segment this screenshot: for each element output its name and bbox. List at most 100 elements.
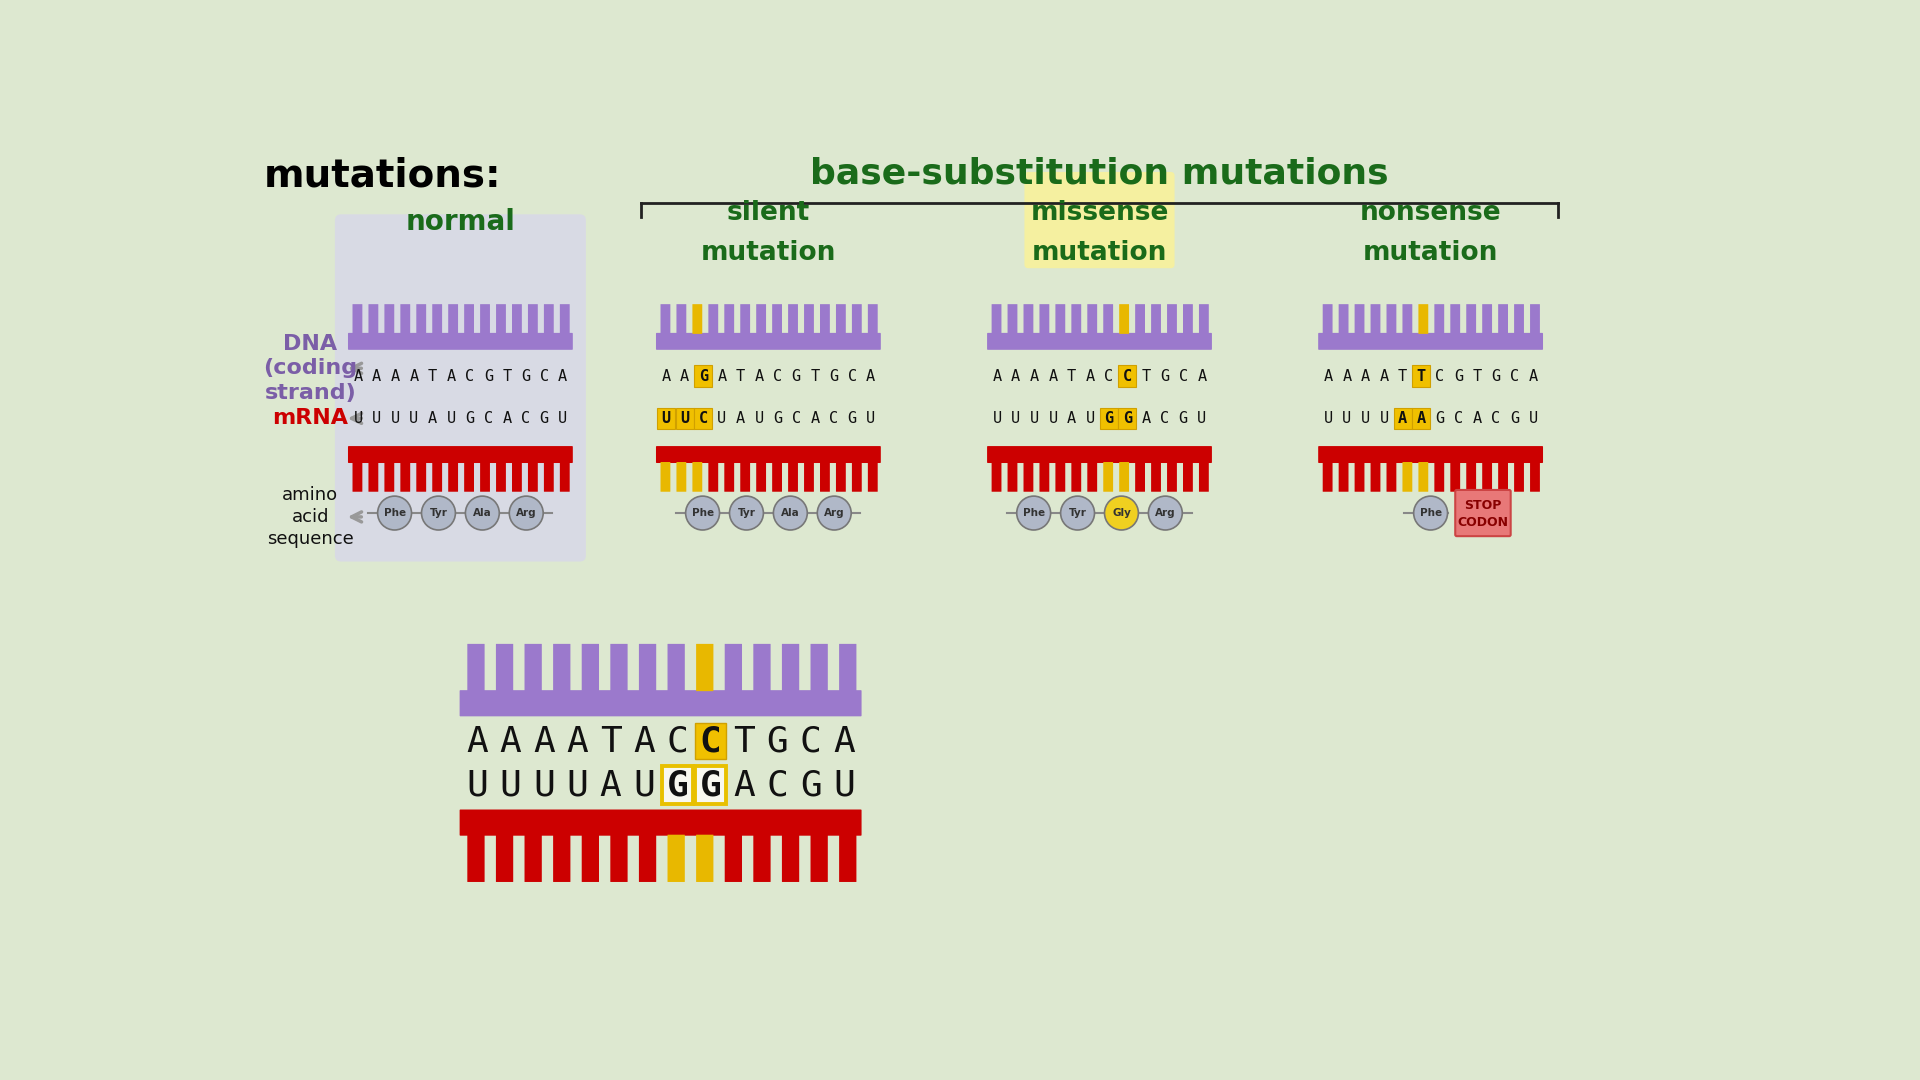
Text: silent: silent bbox=[728, 200, 810, 226]
FancyBboxPatch shape bbox=[513, 305, 522, 334]
Circle shape bbox=[378, 496, 411, 530]
Text: U: U bbox=[680, 410, 689, 426]
Text: G: G bbox=[791, 368, 801, 383]
FancyBboxPatch shape bbox=[384, 462, 394, 491]
FancyBboxPatch shape bbox=[1023, 305, 1033, 334]
Circle shape bbox=[1104, 496, 1139, 530]
FancyBboxPatch shape bbox=[676, 462, 685, 491]
Text: T: T bbox=[810, 368, 820, 383]
FancyBboxPatch shape bbox=[611, 835, 628, 882]
Text: G: G bbox=[1104, 410, 1114, 426]
FancyBboxPatch shape bbox=[1025, 172, 1175, 268]
FancyBboxPatch shape bbox=[810, 835, 828, 882]
FancyBboxPatch shape bbox=[432, 305, 442, 334]
FancyBboxPatch shape bbox=[1530, 462, 1540, 491]
Text: U: U bbox=[1012, 410, 1020, 426]
Text: A: A bbox=[372, 368, 382, 383]
FancyBboxPatch shape bbox=[369, 305, 378, 334]
Text: A: A bbox=[1198, 368, 1206, 383]
Text: T: T bbox=[1473, 368, 1482, 383]
FancyBboxPatch shape bbox=[835, 305, 847, 334]
FancyBboxPatch shape bbox=[561, 305, 570, 334]
Text: U: U bbox=[1379, 410, 1388, 426]
FancyBboxPatch shape bbox=[1498, 305, 1507, 334]
Text: C: C bbox=[699, 410, 708, 426]
FancyBboxPatch shape bbox=[447, 305, 459, 334]
Circle shape bbox=[774, 496, 806, 530]
FancyBboxPatch shape bbox=[741, 305, 751, 334]
Text: T: T bbox=[1068, 368, 1075, 383]
Text: Arg: Arg bbox=[1156, 508, 1175, 518]
FancyBboxPatch shape bbox=[693, 462, 703, 491]
FancyBboxPatch shape bbox=[991, 305, 1002, 334]
FancyBboxPatch shape bbox=[987, 333, 1212, 350]
FancyBboxPatch shape bbox=[1071, 305, 1081, 334]
FancyBboxPatch shape bbox=[1056, 305, 1066, 334]
FancyBboxPatch shape bbox=[639, 644, 657, 691]
Text: normal: normal bbox=[405, 208, 515, 237]
FancyBboxPatch shape bbox=[1087, 462, 1096, 491]
FancyBboxPatch shape bbox=[1167, 305, 1177, 334]
Text: U: U bbox=[634, 769, 655, 802]
Text: mRNA: mRNA bbox=[273, 408, 348, 429]
FancyBboxPatch shape bbox=[467, 835, 484, 882]
FancyBboxPatch shape bbox=[1386, 462, 1396, 491]
FancyBboxPatch shape bbox=[401, 305, 411, 334]
Text: A: A bbox=[1068, 410, 1075, 426]
Text: G: G bbox=[699, 368, 708, 383]
Text: U: U bbox=[1342, 410, 1352, 426]
Text: U: U bbox=[993, 410, 1002, 426]
FancyBboxPatch shape bbox=[1119, 407, 1137, 429]
Text: U: U bbox=[372, 410, 382, 426]
Text: A: A bbox=[1528, 368, 1538, 383]
Text: G: G bbox=[1160, 368, 1169, 383]
FancyBboxPatch shape bbox=[401, 462, 411, 491]
FancyBboxPatch shape bbox=[1402, 462, 1413, 491]
FancyBboxPatch shape bbox=[708, 305, 718, 334]
FancyBboxPatch shape bbox=[1515, 305, 1524, 334]
FancyBboxPatch shape bbox=[348, 333, 572, 350]
FancyBboxPatch shape bbox=[543, 462, 553, 491]
FancyBboxPatch shape bbox=[1183, 305, 1192, 334]
FancyBboxPatch shape bbox=[1394, 407, 1411, 429]
Text: A: A bbox=[634, 725, 655, 759]
FancyBboxPatch shape bbox=[1087, 305, 1096, 334]
FancyBboxPatch shape bbox=[417, 305, 426, 334]
FancyBboxPatch shape bbox=[787, 305, 799, 334]
Text: U: U bbox=[1528, 410, 1538, 426]
FancyBboxPatch shape bbox=[459, 810, 862, 836]
FancyBboxPatch shape bbox=[1008, 462, 1018, 491]
Text: A: A bbox=[1142, 410, 1150, 426]
Text: C: C bbox=[1436, 368, 1444, 383]
FancyBboxPatch shape bbox=[804, 305, 814, 334]
FancyBboxPatch shape bbox=[708, 462, 718, 491]
FancyBboxPatch shape bbox=[668, 644, 685, 691]
FancyBboxPatch shape bbox=[611, 644, 628, 691]
Text: Phe: Phe bbox=[384, 508, 405, 518]
FancyBboxPatch shape bbox=[1434, 462, 1444, 491]
Text: mutation: mutation bbox=[1363, 240, 1498, 266]
Text: T: T bbox=[428, 368, 438, 383]
FancyBboxPatch shape bbox=[480, 305, 490, 334]
FancyBboxPatch shape bbox=[820, 305, 829, 334]
FancyBboxPatch shape bbox=[668, 835, 685, 882]
Text: G: G bbox=[484, 368, 493, 383]
FancyBboxPatch shape bbox=[660, 305, 670, 334]
Text: U: U bbox=[447, 410, 455, 426]
Text: A: A bbox=[503, 410, 511, 426]
Text: mutations:: mutations: bbox=[265, 157, 501, 194]
FancyBboxPatch shape bbox=[1467, 305, 1476, 334]
Text: A: A bbox=[1379, 368, 1388, 383]
Text: A: A bbox=[662, 368, 670, 383]
FancyBboxPatch shape bbox=[480, 462, 490, 491]
Text: C: C bbox=[847, 368, 856, 383]
FancyBboxPatch shape bbox=[561, 462, 570, 491]
Text: Ala: Ala bbox=[781, 508, 801, 518]
Text: A: A bbox=[993, 368, 1002, 383]
FancyBboxPatch shape bbox=[724, 305, 733, 334]
FancyBboxPatch shape bbox=[1119, 305, 1129, 334]
Text: C: C bbox=[829, 410, 839, 426]
Text: A: A bbox=[735, 410, 745, 426]
Text: A: A bbox=[1029, 368, 1039, 383]
FancyBboxPatch shape bbox=[781, 644, 799, 691]
